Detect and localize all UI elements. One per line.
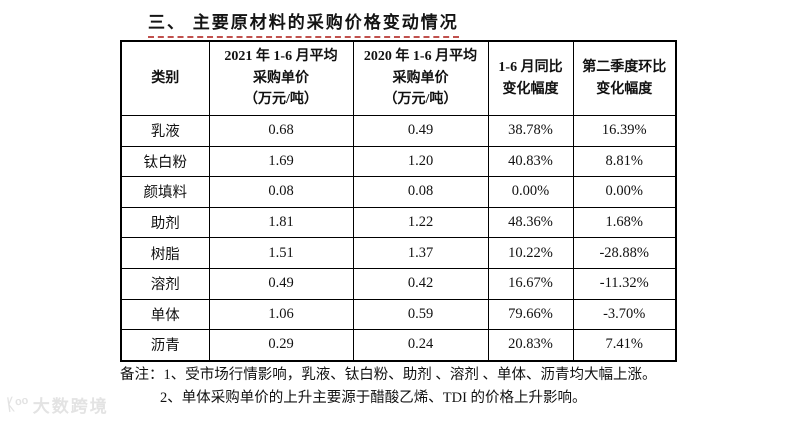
- table-header-row: 类别 2021 年 1-6 月平均 采购单价 （万元/吨） 2020 年 1-6…: [120, 40, 677, 116]
- cell-qoq: 7.41%: [572, 329, 677, 362]
- cell-2020-price: 1.20: [352, 145, 489, 178]
- cell-2020-price: 0.24: [352, 329, 489, 362]
- cell-2020-price: 1.37: [352, 237, 489, 269]
- header-2021-avg-price: 2021 年 1-6 月平均 采购单价 （万元/吨）: [208, 40, 354, 116]
- cell-yoy: 10.22%: [487, 237, 574, 269]
- raw-material-price-table: 类别 2021 年 1-6 月平均 采购单价 （万元/吨） 2020 年 1-6…: [120, 40, 677, 362]
- cell-category: 钛白粉: [120, 145, 210, 178]
- header-qoq-change: 第二季度环比 变化幅度: [572, 40, 677, 116]
- cell-qoq: 16.39%: [572, 115, 677, 147]
- header-2020-avg-price: 2020 年 1-6 月平均 采购单价 （万元/吨）: [352, 40, 489, 116]
- cell-2021-price: 0.68: [208, 115, 354, 147]
- table-header: 类别 2021 年 1-6 月平均 采购单价 （万元/吨） 2020 年 1-6…: [120, 40, 677, 116]
- watermark: ᛕᵒᵒ 大数跨境: [4, 392, 109, 417]
- cell-2021-price: 0.49: [208, 267, 354, 300]
- watermark-text: 大数跨境: [32, 397, 109, 416]
- cell-2020-price: 0.59: [352, 298, 489, 331]
- cell-yoy: 16.67%: [487, 267, 574, 300]
- cell-2021-price: 1.69: [208, 145, 354, 178]
- table-row: 颜填料 0.08 0.08 0.00% 0.00%: [120, 176, 677, 208]
- cell-category: 助剂: [120, 206, 210, 239]
- cell-2020-price: 0.08: [352, 176, 489, 208]
- table-footnotes: 备注：1、受市场行情影响，乳液、钛白粉、助剂 、溶剂 、单体、沥青均大幅上涨。 …: [120, 364, 657, 410]
- header-category: 类别: [120, 40, 210, 116]
- cell-yoy: 0.00%: [487, 176, 574, 208]
- section-title: 三、 主要原材料的采购价格变动情况: [148, 8, 459, 38]
- cell-qoq: 0.00%: [572, 176, 677, 208]
- table-row: 乳液 0.68 0.49 38.78% 16.39%: [120, 115, 677, 147]
- cell-category: 单体: [120, 298, 210, 331]
- cell-yoy: 38.78%: [487, 115, 574, 147]
- cell-category: 溶剂: [120, 267, 210, 300]
- table-row: 钛白粉 1.69 1.20 40.83% 8.81%: [120, 145, 677, 178]
- table-row: 沥青 0.29 0.24 20.83% 7.41%: [120, 329, 677, 362]
- footnote-1: 备注：1、受市场行情影响，乳液、钛白粉、助剂 、溶剂 、单体、沥青均大幅上涨。: [120, 367, 657, 383]
- cell-qoq: -28.88%: [572, 237, 677, 269]
- header-yoy-change: 1-6 月同比 变化幅度: [487, 40, 574, 116]
- cell-yoy: 79.66%: [487, 298, 574, 331]
- cell-yoy: 40.83%: [487, 145, 574, 178]
- table-row: 单体 1.06 0.59 79.66% -3.70%: [120, 298, 677, 331]
- cell-yoy: 20.83%: [487, 329, 574, 362]
- table-body: 乳液 0.68 0.49 38.78% 16.39% 钛白粉 1.69 1.20…: [120, 115, 677, 362]
- cell-yoy: 48.36%: [487, 206, 574, 239]
- table-row: 溶剂 0.49 0.42 16.67% -11.32%: [120, 267, 677, 300]
- cell-2021-price: 1.06: [208, 298, 354, 331]
- cell-category: 乳液: [120, 115, 210, 147]
- watermark-logo-icon: ᛕᵒᵒ: [4, 394, 30, 415]
- cell-2021-price: 0.29: [208, 329, 354, 362]
- cell-2020-price: 1.22: [352, 206, 489, 239]
- cell-qoq: -3.70%: [572, 298, 677, 331]
- table-row: 树脂 1.51 1.37 10.22% -28.88%: [120, 237, 677, 269]
- footnote-2: 2、单体采购单价的上升主要源于醋酸乙烯、TDI 的价格上升影响。: [160, 390, 587, 406]
- cell-2021-price: 0.08: [208, 176, 354, 208]
- cell-qoq: 8.81%: [572, 145, 677, 178]
- cell-category: 沥青: [120, 329, 210, 362]
- cell-qoq: -11.32%: [572, 267, 677, 300]
- cell-category: 颜填料: [120, 176, 210, 208]
- cell-category: 树脂: [120, 237, 210, 269]
- cell-2021-price: 1.51: [208, 237, 354, 269]
- cell-2020-price: 0.49: [352, 115, 489, 147]
- cell-qoq: 1.68%: [572, 206, 677, 239]
- cell-2020-price: 0.42: [352, 267, 489, 300]
- table-row: 助剂 1.81 1.22 48.36% 1.68%: [120, 206, 677, 239]
- cell-2021-price: 1.81: [208, 206, 354, 239]
